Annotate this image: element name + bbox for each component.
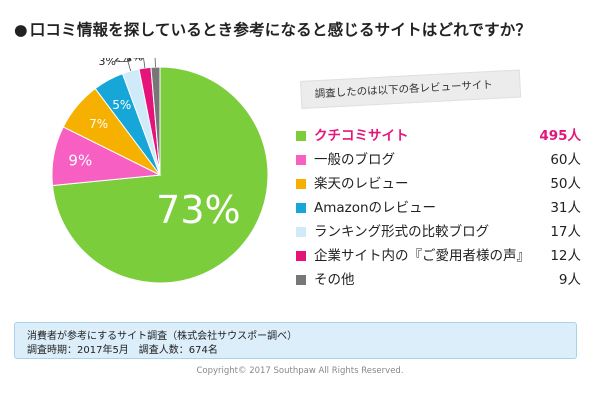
title-text: 口コミ情報を探しているとき参考になると感じるサイトはどれですか？ (29, 21, 532, 39)
legend-item: その他 9人 (296, 269, 581, 291)
legend-label: その他 (314, 272, 355, 288)
survey-info-box: 消費者が参考にするサイト調査（株式会社サウスポー調べ） 調査時期：2017年5月… (14, 322, 577, 359)
legend-value: 50人 (550, 176, 581, 192)
legend-value: 31人 (550, 200, 581, 216)
legend-swatch (296, 227, 306, 237)
legend-label: クチコミサイト (314, 128, 409, 144)
legend-swatch (296, 203, 306, 213)
review-site-note: 調査したのは以下の各レビューサイト (300, 69, 522, 109)
pie-percent-label-3: 7% (89, 117, 108, 131)
pie-chart: 73% 9% 7% 5% 3%2%1% (51, 58, 269, 284)
pie-percent-label-2: 9% (68, 151, 92, 169)
legend-item: 企業サイト内の『ご愛用者様の声』 12人 (296, 245, 581, 267)
survey-source: 消費者が参考にするサイト調査（株式会社サウスポー調べ） (27, 331, 298, 342)
legend-swatch (296, 275, 306, 285)
pie-percent-label-1: 73% (156, 188, 240, 232)
pie-leader-line-7 (154, 58, 156, 68)
legend-value: 9人 (558, 272, 581, 288)
legend-label: 一般のブログ (314, 152, 395, 168)
legend-item: 一般のブログ 60人 (296, 149, 581, 171)
legend-label: 企業サイト内の『ご愛用者様の声』 (314, 248, 530, 264)
pie-leader-line-6 (133, 58, 146, 69)
legend-item: 楽天のレビュー 50人 (296, 173, 581, 195)
survey-details: 調査時期：2017年5月 調査人数：674名 (27, 345, 218, 356)
legend-value: 60人 (550, 152, 581, 168)
legend-swatch (296, 251, 306, 261)
legend-swatch (296, 155, 306, 165)
title-bullet: ● (14, 21, 28, 39)
legend-swatch (296, 179, 306, 189)
pie-leader-line-5 (117, 61, 132, 72)
legend-value: 12人 (550, 248, 581, 264)
pie-percent-label-5: 3% (99, 58, 116, 68)
pie-percent-label-6: 2% (114, 58, 131, 65)
legend-label: ランキング形式の比較ブログ (314, 224, 490, 240)
pie-percent-label-7: 1% (126, 58, 143, 64)
legend-value: 495人 (539, 128, 581, 144)
legend-label: Amazonのレビュー (314, 200, 437, 216)
legend-swatch (296, 131, 306, 141)
legend-item: クチコミサイト 495人 (296, 125, 581, 147)
legend-value: 17人 (550, 224, 581, 240)
pie-percent-label-4: 5% (112, 98, 131, 112)
legend-label: 楽天のレビュー (314, 176, 409, 192)
legend-item: Amazonのレビュー 31人 (296, 197, 581, 219)
legend-item: ランキング形式の比較ブログ 17人 (296, 221, 581, 243)
copyright: Copyright© 2017 Southpaw All Rights Rese… (196, 366, 404, 376)
chart-title: ● 口コミ情報を探しているとき参考になると感じるサイトはどれですか？ (14, 18, 594, 40)
